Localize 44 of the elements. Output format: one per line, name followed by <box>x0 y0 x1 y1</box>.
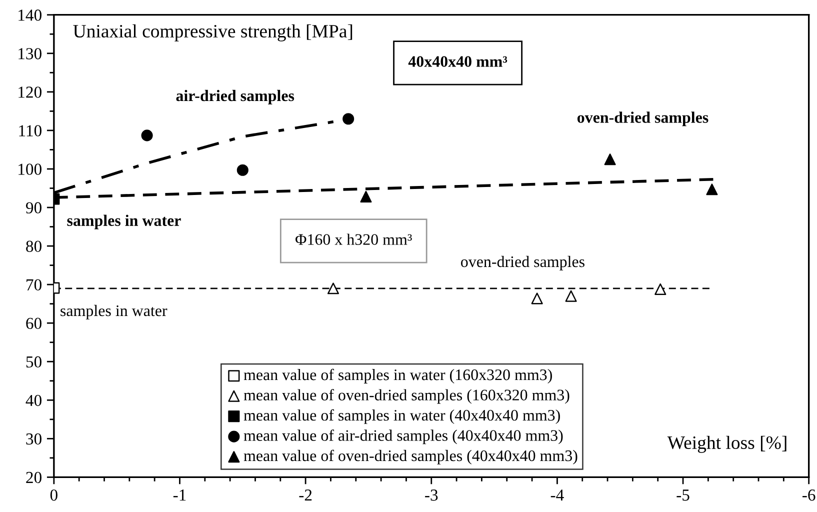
y-axis-title: Uniaxial compressive strength [MPa] <box>73 24 352 42</box>
annotation: samples in water <box>67 214 181 230</box>
y-tick-label: 20 <box>26 472 42 484</box>
point <box>604 154 616 166</box>
x-tick-label: -5 <box>676 490 690 501</box>
y-tick-label: 120 <box>18 86 42 98</box>
point <box>531 292 543 304</box>
x-axis-title: Weight loss [%] <box>667 436 786 453</box>
point <box>342 113 354 125</box>
y-tick-label: 30 <box>26 433 42 445</box>
legend-label: mean value of air-dried samples (40x40x40 mm3) <box>244 430 563 444</box>
x-tick-label: -6 <box>802 490 816 501</box>
y-tick-label: 70 <box>26 279 42 290</box>
x-tick-label: -3 <box>425 490 438 501</box>
annotation: oven-dried samples <box>461 256 584 270</box>
point <box>565 290 577 302</box>
y-tick-label: 90 <box>26 202 42 214</box>
x-tick-label: -4 <box>550 490 564 501</box>
legend-label: mean value of oven-dried samples (40x40x40 mm3) <box>244 450 578 464</box>
x-tick-label: 0 <box>50 489 58 501</box>
point <box>706 184 718 196</box>
annotation: samples in water <box>60 304 168 320</box>
y-tick-label: 50 <box>26 356 42 368</box>
x-tick-label: -1 <box>173 490 186 501</box>
y-tick-label: 100 <box>18 164 42 175</box>
y-tick-label: 60 <box>26 318 42 330</box>
legend-label: mean value of samples in water (40x40x40 mm3) <box>244 409 560 424</box>
legend-label: mean value of samples in water (160x320 mm3) <box>244 368 552 384</box>
y-tick-label: 40 <box>26 394 42 406</box>
annotation: 40x40x40 mm³ <box>408 56 508 67</box>
annotation: air-dried samples <box>176 90 294 104</box>
y-tick-label: 140 <box>18 10 42 21</box>
annotation: oven-dried samples <box>577 112 708 126</box>
point <box>360 190 372 202</box>
y-tick-label: 80 <box>26 240 42 252</box>
legend-label: mean value of oven-dried samples (160x320 mm3) <box>244 389 570 404</box>
point <box>141 130 153 142</box>
point <box>327 282 340 294</box>
x-tick-label: -2 <box>299 490 312 501</box>
annotation: Φ160 x h320 mm³ <box>296 234 412 245</box>
y-tick-label: 130 <box>18 48 42 60</box>
point <box>236 164 248 176</box>
y-tick-label: 110 <box>19 125 42 136</box>
point <box>654 283 666 295</box>
